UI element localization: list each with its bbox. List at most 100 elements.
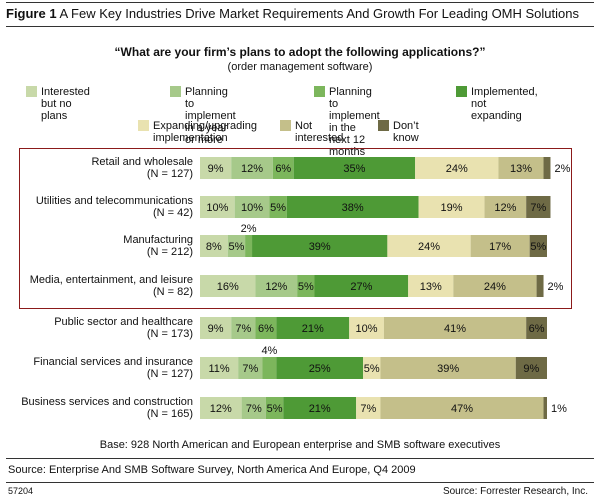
bar-segment bbox=[255, 317, 277, 339]
data-label: 24% bbox=[418, 241, 440, 253]
legend-label: Planning to implement in a year or more bbox=[185, 86, 236, 146]
data-label: 5% bbox=[530, 241, 546, 253]
legend-label: Implemented, not expanding bbox=[471, 86, 538, 122]
data-label: 9% bbox=[208, 323, 224, 335]
category-label: (N = 127) bbox=[147, 368, 193, 380]
bar-segment bbox=[286, 196, 419, 218]
bar-segment bbox=[498, 157, 544, 179]
data-label: 2% bbox=[548, 281, 564, 293]
data-label: 21% bbox=[302, 323, 324, 335]
data-label: 12% bbox=[265, 281, 287, 293]
bar-segment bbox=[276, 317, 350, 339]
bottom-rule bbox=[6, 482, 594, 483]
bar-segment bbox=[231, 157, 273, 179]
data-label: 13% bbox=[510, 163, 532, 175]
data-label: 5% bbox=[298, 281, 314, 293]
source-rule bbox=[6, 458, 594, 459]
survey-question: “What are your firm’s plans to adopt the… bbox=[114, 45, 486, 59]
bar-segment bbox=[380, 397, 544, 419]
category-label: Utilities and telecommunications bbox=[36, 195, 194, 207]
data-label: 6% bbox=[529, 323, 545, 335]
bar-segment bbox=[349, 317, 384, 339]
legend-swatch bbox=[170, 86, 181, 97]
legend-swatch bbox=[378, 120, 389, 131]
data-label: 5% bbox=[270, 202, 286, 214]
bar-segment bbox=[387, 235, 471, 257]
data-label: 21% bbox=[309, 403, 331, 415]
data-label: 39% bbox=[437, 363, 459, 375]
data-label: 7% bbox=[235, 323, 251, 335]
legend-label: Planning to implement in the next 12 mon… bbox=[329, 86, 380, 158]
bar-segment bbox=[200, 196, 235, 218]
bar-segment bbox=[529, 235, 547, 257]
bar-segment bbox=[252, 235, 388, 257]
category-label: Retail and wholesale bbox=[91, 156, 193, 168]
legend-swatch bbox=[138, 120, 149, 131]
survey-subquestion: (order management software) bbox=[227, 61, 373, 73]
bar-segment bbox=[293, 157, 416, 179]
data-label: 6% bbox=[258, 323, 274, 335]
bar-segment bbox=[408, 275, 454, 297]
bar-segment bbox=[269, 196, 287, 218]
data-label: 17% bbox=[489, 241, 511, 253]
data-label: 9% bbox=[208, 163, 224, 175]
data-label: 39% bbox=[309, 241, 331, 253]
bar-segment bbox=[356, 397, 381, 419]
legend-label: Not interested bbox=[295, 120, 344, 144]
bar-segment bbox=[543, 157, 551, 179]
legend-label: Interested but no plans bbox=[41, 86, 90, 122]
category-label: (N = 82) bbox=[153, 286, 193, 298]
category-label: (N = 212) bbox=[147, 246, 193, 258]
data-label: 7% bbox=[246, 403, 262, 415]
data-label: 41% bbox=[444, 323, 466, 335]
category-label: (N = 173) bbox=[147, 328, 193, 340]
bar-segment bbox=[453, 275, 537, 297]
bar-segment bbox=[200, 397, 242, 419]
category-label: (N = 42) bbox=[153, 207, 193, 219]
data-label: 9% bbox=[523, 363, 539, 375]
data-label: 7% bbox=[360, 403, 376, 415]
bar-segment bbox=[241, 397, 266, 419]
data-label: 24% bbox=[484, 281, 506, 293]
legend-swatch bbox=[456, 86, 467, 97]
bar-segment bbox=[276, 357, 364, 379]
figure-title-text: A Few Key Industries Drive Market Requir… bbox=[59, 6, 579, 21]
data-label: 5% bbox=[364, 363, 380, 375]
data-label: 12% bbox=[210, 403, 232, 415]
data-label: 4% bbox=[261, 345, 277, 357]
legend-label: Don’t know bbox=[393, 120, 419, 144]
data-label: 27% bbox=[350, 281, 372, 293]
bar-segment bbox=[262, 357, 277, 379]
legend-swatch bbox=[314, 86, 325, 97]
bar-segment bbox=[272, 157, 294, 179]
category-label: (N = 127) bbox=[147, 168, 193, 180]
bar-segment bbox=[200, 275, 256, 297]
data-label: 24% bbox=[446, 163, 468, 175]
bar-segment bbox=[245, 235, 253, 257]
data-label: 12% bbox=[494, 202, 516, 214]
data-label: 8% bbox=[206, 241, 222, 253]
highlight-box bbox=[19, 148, 572, 309]
data-label: 19% bbox=[441, 202, 463, 214]
data-label: 13% bbox=[420, 281, 442, 293]
bar-segment bbox=[470, 235, 530, 257]
base-note: Base: 928 North American and European en… bbox=[99, 439, 501, 451]
bar-segment bbox=[255, 275, 298, 297]
title-rule bbox=[6, 26, 594, 27]
data-label: 2% bbox=[554, 163, 570, 175]
source-note: Source: Enterprise And SMB Software Surv… bbox=[8, 464, 416, 476]
category-label: (N = 165) bbox=[147, 408, 193, 420]
bar-segment bbox=[526, 317, 547, 339]
data-label: 10% bbox=[206, 202, 228, 214]
stacked-bar-chart: Retail and wholesale(N = 127) 9% 12% 6% 35% 2… bbox=[21, 156, 570, 420]
data-label: 16% bbox=[217, 281, 239, 293]
bar-segment bbox=[265, 397, 284, 419]
bar-segment bbox=[314, 275, 409, 297]
bar-segment bbox=[543, 397, 547, 419]
data-label: 2% bbox=[241, 223, 257, 235]
bar-segment bbox=[526, 196, 551, 218]
data-label: 38% bbox=[342, 202, 364, 214]
bar-segment bbox=[227, 235, 246, 257]
credit: Source: Forrester Research, Inc. bbox=[442, 486, 588, 497]
bar-segment bbox=[383, 317, 527, 339]
